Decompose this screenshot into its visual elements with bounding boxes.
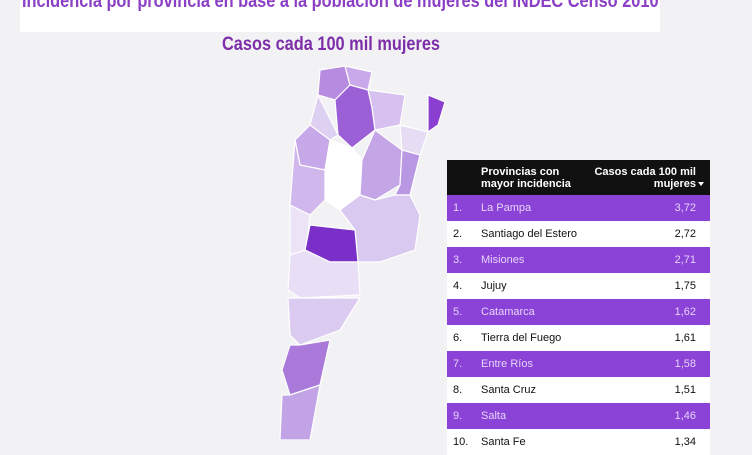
province bbox=[359, 129, 403, 201]
rank: 3. bbox=[453, 254, 463, 266]
province-name: Misiones bbox=[481, 254, 525, 266]
cases-value: 3,72 bbox=[674, 202, 696, 214]
rank: 8. bbox=[453, 384, 463, 396]
table-row: 7. Entre Ríos 1,58 bbox=[447, 351, 710, 377]
province-name: Santiago del Estero bbox=[481, 228, 578, 240]
rank: 10. bbox=[453, 436, 469, 448]
rank: 1. bbox=[453, 202, 463, 214]
ranking-table: Provincias con mayor incidencia Casos ca… bbox=[447, 160, 710, 455]
cases-value: 2,72 bbox=[674, 228, 696, 240]
cases-value: 1,46 bbox=[674, 410, 696, 422]
table-row: 9. Salta 1,46 bbox=[447, 403, 710, 429]
province-name: Catamarca bbox=[481, 306, 535, 318]
page: {"header": {"title": "Incidencia por pro… bbox=[20, 0, 710, 455]
province bbox=[279, 384, 321, 440]
table-row: 3. Misiones 2,71 bbox=[447, 247, 710, 273]
province-name: Salta bbox=[481, 410, 507, 422]
title-band bbox=[20, 0, 660, 32]
rank: 6. bbox=[453, 332, 463, 344]
table-row: 1. La Pampa 3,72 bbox=[447, 195, 710, 221]
subtitle: Casos cada 100 mil mujeres bbox=[222, 34, 440, 55]
province-name: Entre Ríos bbox=[481, 358, 533, 370]
sort-arrow[interactable] bbox=[698, 182, 704, 186]
cases-value: 1,34 bbox=[674, 436, 696, 448]
table-row: 5. Catamarca 1,62 bbox=[447, 299, 710, 325]
rank: 5. bbox=[453, 306, 463, 318]
table-row: 2. Santiago del Estero 2,72 bbox=[447, 221, 710, 247]
province bbox=[281, 339, 331, 396]
table-body: 1. La Pampa 3,72 2. Santiago del Estero 2,72 3… bbox=[447, 195, 710, 455]
province-name: La Pampa bbox=[481, 202, 532, 214]
table-header: Provincias con mayor incidencia Casos ca… bbox=[447, 160, 710, 195]
rank: 9. bbox=[453, 410, 463, 422]
cases-value: 1,51 bbox=[674, 384, 696, 396]
province bbox=[334, 84, 376, 149]
province-name: Santa Fe bbox=[481, 436, 526, 448]
cases-value: 2,71 bbox=[674, 254, 696, 266]
province-name: Tierra del Fuego bbox=[481, 332, 562, 344]
column-header[interactable]: Casos cada 100 mil mujeres bbox=[594, 166, 696, 190]
table-row: 6. Tierra del Fuego 1,61 bbox=[447, 325, 710, 351]
rank: 2. bbox=[453, 228, 463, 240]
cases-value: 1,58 bbox=[674, 358, 696, 370]
province bbox=[287, 297, 362, 346]
cases-value: 1,75 bbox=[674, 280, 696, 292]
table-row: 8. Santa Cruz 1,51 bbox=[447, 377, 710, 403]
rank: 7. bbox=[453, 358, 463, 370]
cases-value: 1,62 bbox=[674, 306, 696, 318]
column-header: Provincias con mayor incidencia bbox=[481, 166, 571, 190]
rank: 4. bbox=[453, 280, 463, 292]
province bbox=[427, 94, 446, 134]
province bbox=[287, 249, 361, 299]
table-row: 4. Jujuy 1,75 bbox=[447, 273, 710, 299]
province-name: Santa Cruz bbox=[481, 384, 537, 396]
map bbox=[279, 65, 446, 440]
table-row: 10. Santa Fe 1,34 bbox=[447, 429, 710, 455]
cases-value: 1,61 bbox=[674, 332, 696, 344]
province-name: Jujuy bbox=[481, 280, 507, 292]
title: Incidencia por provincia en base a la po… bbox=[22, 0, 659, 12]
